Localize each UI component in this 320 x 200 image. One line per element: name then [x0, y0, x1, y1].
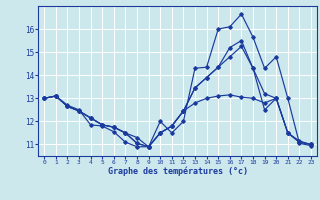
X-axis label: Graphe des températures (°c): Graphe des températures (°c)	[108, 167, 248, 176]
